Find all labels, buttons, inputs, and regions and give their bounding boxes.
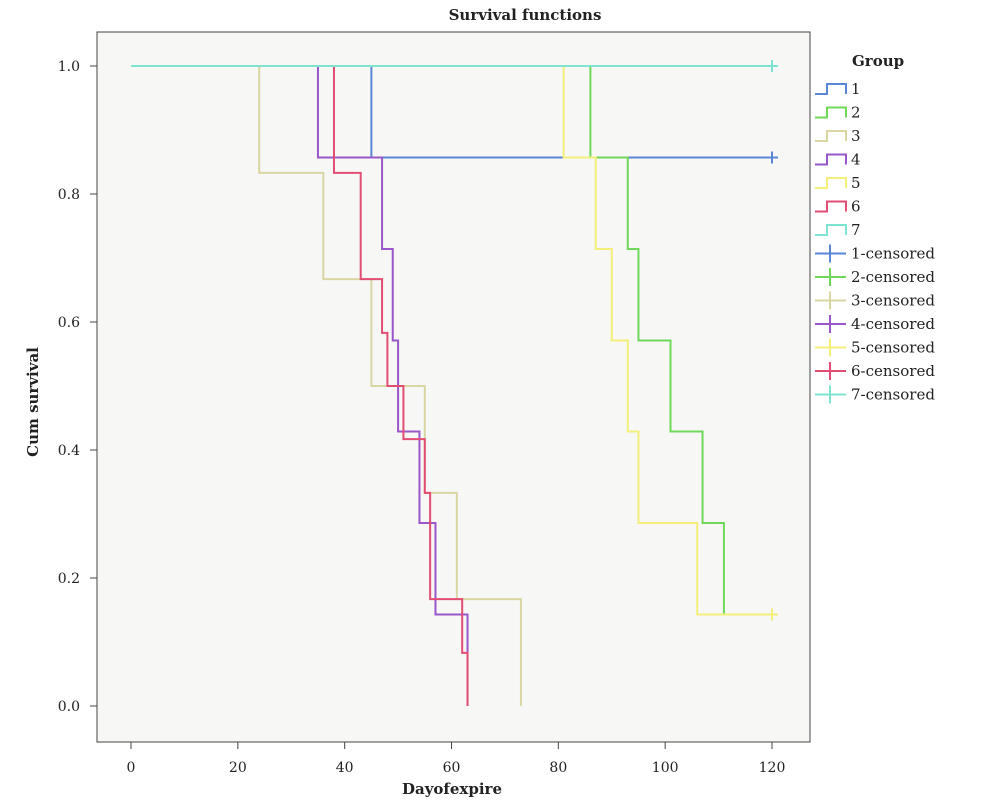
plot-area (96, 31, 811, 743)
series-5-line (131, 65, 772, 616)
y-axis: 0.0 0.2 0.4 0.6 0.8 1.0 (58, 59, 97, 715)
legend-swatch (815, 153, 847, 166)
x-tick-label: 20 (229, 760, 247, 776)
x-axis-label: Dayofexpire (402, 780, 502, 798)
legend: Group 1 2 3 4 5 6 7 1-censored 2-censored 3-censo… (815, 52, 935, 404)
series-6-line (131, 65, 469, 706)
legend-swatch (815, 224, 847, 236)
legend-label: 4 (851, 151, 861, 169)
legend-label: 2 (851, 104, 861, 122)
legend-label: 7 (851, 221, 861, 239)
y-tick-label: 0.2 (58, 571, 80, 587)
legend-label: 5 (851, 174, 861, 192)
y-tick-label: 0.0 (58, 699, 80, 715)
series-4-line (131, 65, 469, 706)
legend-swatch (815, 177, 847, 189)
legend-label: 2-censored (851, 268, 935, 286)
x-tick-label: 120 (759, 760, 786, 776)
y-tick-label: 1.0 (58, 59, 80, 75)
x-axis: 0 20 40 60 80 100 120 (127, 742, 786, 776)
series-layer (131, 60, 778, 706)
legend-label: 6 (851, 198, 861, 216)
x-tick-label: 40 (336, 760, 354, 776)
legend-swatch (815, 106, 847, 119)
x-tick-label: 60 (443, 760, 461, 776)
x-tick-label: 100 (652, 760, 679, 776)
legend-swatch (815, 83, 847, 95)
legend-label: 1 (851, 80, 861, 98)
y-tick-label: 0.8 (58, 187, 80, 203)
legend-label: 1-censored (851, 245, 935, 263)
legend-label: 6-censored (851, 362, 935, 380)
legend-label: 7-censored (851, 386, 935, 404)
y-tick-label: 0.4 (58, 443, 80, 459)
x-tick-label: 80 (549, 760, 567, 776)
y-tick-label: 0.6 (58, 315, 80, 331)
legend-swatch (815, 200, 847, 213)
y-axis-label: Cum survival (24, 347, 42, 457)
legend-swatch (815, 130, 847, 142)
legend-title: Group (852, 52, 904, 70)
chart-title: Survival functions (449, 6, 602, 24)
legend-label: 3 (851, 127, 861, 145)
x-tick-label: 0 (127, 760, 136, 776)
legend-label: 4-censored (851, 315, 935, 333)
legend-label: 3-censored (851, 292, 935, 310)
legend-label: 5-censored (851, 339, 935, 357)
